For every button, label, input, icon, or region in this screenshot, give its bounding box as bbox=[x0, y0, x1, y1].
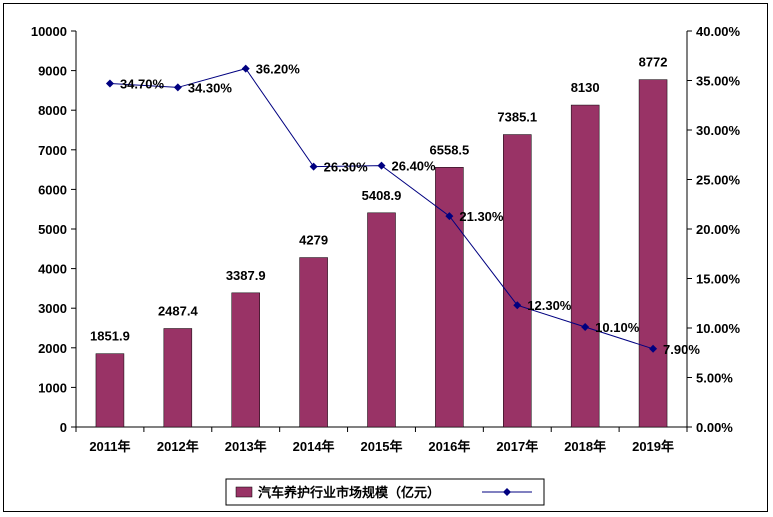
bar-value-label: 7385.1 bbox=[497, 110, 537, 125]
line-value-label: 26.40% bbox=[392, 159, 437, 174]
y-right-tick-label: 5.00% bbox=[696, 371, 733, 386]
x-tick-label: 2017年 bbox=[496, 439, 538, 454]
line-point-marker bbox=[173, 83, 182, 92]
y-right-tick-label: 35.00% bbox=[696, 74, 741, 89]
y-left-tick-label: 5000 bbox=[38, 222, 67, 237]
y-left-tick-label: 8000 bbox=[38, 103, 67, 118]
bar bbox=[231, 292, 260, 428]
line-point-marker bbox=[105, 79, 114, 88]
legend-line-marker bbox=[503, 488, 511, 496]
y-left-tick-label: 2000 bbox=[38, 341, 67, 356]
x-tick-label: 2013年 bbox=[225, 439, 267, 454]
line-value-label: 26.30% bbox=[324, 160, 369, 175]
x-tick-label: 2012年 bbox=[157, 439, 199, 454]
y-right-tick-label: 25.00% bbox=[696, 173, 741, 188]
line-point-marker bbox=[445, 212, 454, 221]
y-right-tick-label: 40.00% bbox=[696, 24, 741, 39]
y-right-tick-label: 20.00% bbox=[696, 222, 741, 237]
bar-value-label: 1851.9 bbox=[90, 329, 130, 344]
y-left-tick-label: 9000 bbox=[38, 64, 67, 79]
line-point-marker bbox=[513, 301, 522, 310]
x-tick-label: 2011年 bbox=[89, 439, 130, 454]
line-value-label: 34.70% bbox=[120, 76, 165, 91]
bar-value-label: 5408.9 bbox=[362, 188, 402, 203]
line-point-marker bbox=[309, 162, 318, 171]
bar bbox=[435, 167, 464, 428]
y-left-tick-label: 7000 bbox=[38, 143, 67, 158]
y-right-tick-label: 15.00% bbox=[696, 272, 741, 287]
line-value-label: 12.30% bbox=[527, 298, 572, 313]
bar bbox=[367, 212, 396, 428]
bar bbox=[299, 257, 328, 428]
y-right-tick-label: 0.00% bbox=[696, 420, 733, 435]
legend-bar-swatch bbox=[235, 486, 253, 498]
y-left-tick-label: 4000 bbox=[38, 262, 67, 277]
bar bbox=[503, 134, 532, 428]
x-tick-label: 2019年 bbox=[632, 439, 674, 454]
y-left-tick-label: 6000 bbox=[38, 182, 67, 197]
bar-value-label: 4279 bbox=[299, 233, 328, 248]
bar-value-label: 2487.4 bbox=[158, 303, 199, 318]
bar bbox=[638, 79, 668, 428]
x-tick-label: 2016年 bbox=[428, 439, 470, 454]
y-right-tick-label: 30.00% bbox=[696, 123, 741, 138]
line-point-marker bbox=[241, 64, 250, 73]
y-right-tick-label: 10.00% bbox=[696, 321, 741, 336]
legend-bar-label: 汽车养护行业市场规模（亿元） bbox=[258, 485, 440, 501]
bar-value-label: 3387.9 bbox=[226, 268, 266, 283]
bar-value-label: 6558.5 bbox=[430, 142, 470, 157]
bar bbox=[570, 104, 600, 428]
y-left-tick-label: 0 bbox=[60, 420, 67, 435]
line-value-label: 7.90% bbox=[663, 342, 700, 357]
y-left-tick-label: 3000 bbox=[38, 301, 67, 316]
x-tick-label: 2018年 bbox=[564, 439, 606, 454]
bar-value-label: 8130 bbox=[571, 80, 600, 95]
line-value-label: 34.30% bbox=[188, 80, 233, 95]
bar-value-label: 8772 bbox=[639, 55, 668, 70]
y-left-tick-label: 10000 bbox=[31, 24, 67, 39]
line-point-marker bbox=[649, 344, 658, 353]
bar bbox=[163, 328, 193, 428]
line-value-label: 21.30% bbox=[459, 209, 504, 224]
bar bbox=[95, 353, 125, 428]
line-point-marker bbox=[377, 161, 386, 170]
line-value-label: 36.20% bbox=[256, 62, 301, 77]
y-left-tick-label: 1000 bbox=[38, 380, 67, 395]
x-tick-label: 2014年 bbox=[293, 439, 335, 454]
line-value-label: 10.10% bbox=[595, 320, 640, 335]
x-tick-label: 2015年 bbox=[361, 439, 403, 454]
line-point-marker bbox=[581, 323, 590, 332]
